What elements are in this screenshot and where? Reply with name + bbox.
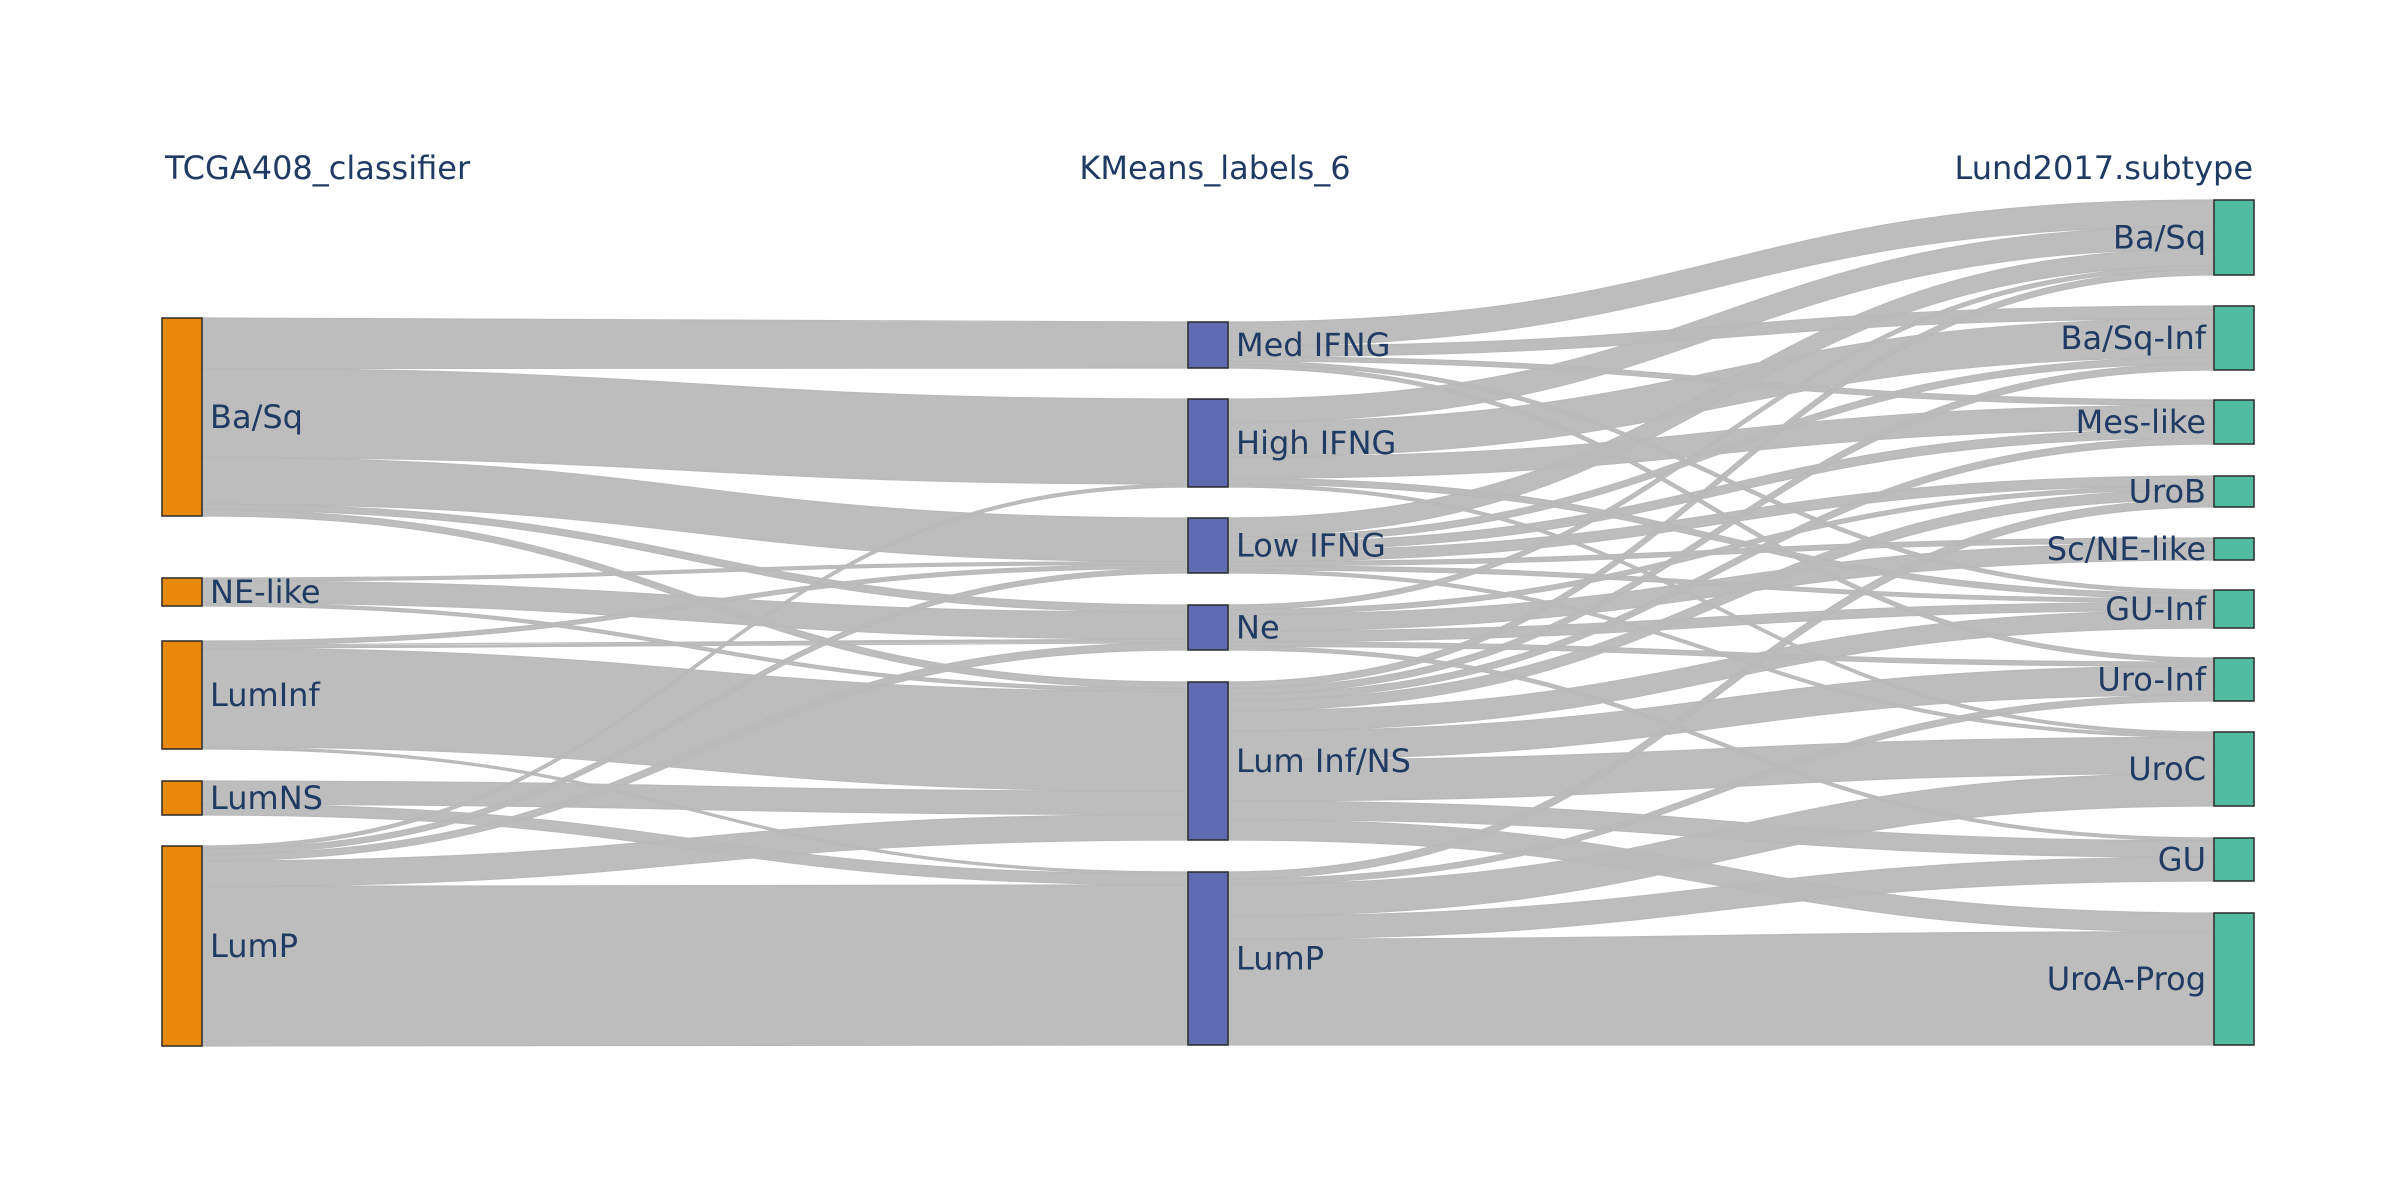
node-label-lund-uroa-prog: UroA-Prog — [2047, 960, 2206, 998]
node-label-kmeans-high-ifng: High IFNG — [1236, 424, 1396, 462]
node-lund-urob[interactable] — [2213, 475, 2255, 508]
node-lund-uro-inf[interactable] — [2213, 657, 2255, 702]
node-lund-sc-ne-like[interactable] — [2213, 537, 2255, 561]
node-label-tcga-lump: LumP — [210, 927, 298, 965]
node-label-tcga-lumns: LumNS — [210, 779, 323, 817]
node-tcga-luminf[interactable] — [161, 640, 203, 750]
link-luminf-to-lum-inf-ns[interactable] — [201, 647, 1189, 792]
link-ne-like-to-ne[interactable] — [201, 580, 1189, 640]
node-label-kmeans-lum-inf-ns: Lum Inf/NS — [1236, 742, 1411, 780]
node-kmeans-med-ifng[interactable] — [1187, 321, 1229, 369]
link-lump-to-lump[interactable] — [201, 884, 1189, 1047]
column-title-lund: Lund2017.subtype — [1955, 149, 2254, 187]
node-kmeans-lum-inf-ns[interactable] — [1187, 681, 1229, 841]
node-label-lund-sc-ne-like: Sc/NE-like — [2047, 530, 2206, 568]
column-title-tcga: TCGA408_classifier — [164, 149, 471, 187]
node-tcga-lump[interactable] — [161, 845, 203, 1047]
node-label-kmeans-ne: Ne — [1236, 609, 1280, 647]
node-label-tcga-ba-sq: Ba/Sq — [210, 398, 303, 436]
node-tcga-lumns[interactable] — [161, 780, 203, 816]
node-label-kmeans-low-ifng: Low IFNG — [1236, 527, 1386, 565]
labels-layer: Ba/Sq NE-like LumInf LumNS LumP Med IFNG High … — [210, 219, 2207, 999]
node-lund-mes-like[interactable] — [2213, 399, 2255, 445]
node-tcga-ba-sq[interactable] — [161, 317, 203, 517]
node-label-lund-gu: GU — [2158, 841, 2206, 879]
node-label-lund-ba-sq: Ba/Sq — [2113, 219, 2206, 257]
node-label-lund-uro-inf: Uro-Inf — [2097, 661, 2206, 699]
node-label-tcga-luminf: LumInf — [210, 676, 320, 714]
node-lund-gu-inf[interactable] — [2213, 589, 2255, 629]
node-lund-uroc[interactable] — [2213, 731, 2255, 807]
node-label-kmeans-lump: LumP — [1236, 940, 1324, 978]
nodes-layer — [161, 199, 2255, 1047]
node-lund-uroa-prog[interactable] — [2213, 912, 2255, 1046]
node-kmeans-low-ifng[interactable] — [1187, 517, 1229, 574]
node-lund-ba-sq-inf[interactable] — [2213, 305, 2255, 371]
node-label-lund-mes-like: Mes-like — [2076, 403, 2206, 441]
node-kmeans-lump[interactable] — [1187, 871, 1229, 1046]
node-label-lund-gu-inf: GU-Inf — [2105, 590, 2206, 628]
node-kmeans-high-ifng[interactable] — [1187, 398, 1229, 488]
links-layer — [201, 199, 2215, 1047]
link-ba-sq-to-med-ifng[interactable] — [201, 317, 1189, 370]
node-lund-ba-sq[interactable] — [2213, 199, 2255, 276]
node-label-tcga-ne-like: NE-like — [210, 573, 321, 611]
node-label-lund-uroc: UroC — [2128, 750, 2206, 788]
node-lund-gu[interactable] — [2213, 837, 2255, 882]
column-title-kmeans: KMeans_labels_6 — [1079, 149, 1350, 187]
node-kmeans-ne[interactable] — [1187, 604, 1229, 651]
node-label-lund-urob: UroB — [2129, 473, 2206, 511]
node-tcga-ne-like[interactable] — [161, 577, 203, 607]
node-label-kmeans-med-ifng: Med IFNG — [1236, 326, 1390, 364]
node-label-lund-ba-sq-inf: Ba/Sq-Inf — [2061, 319, 2207, 357]
